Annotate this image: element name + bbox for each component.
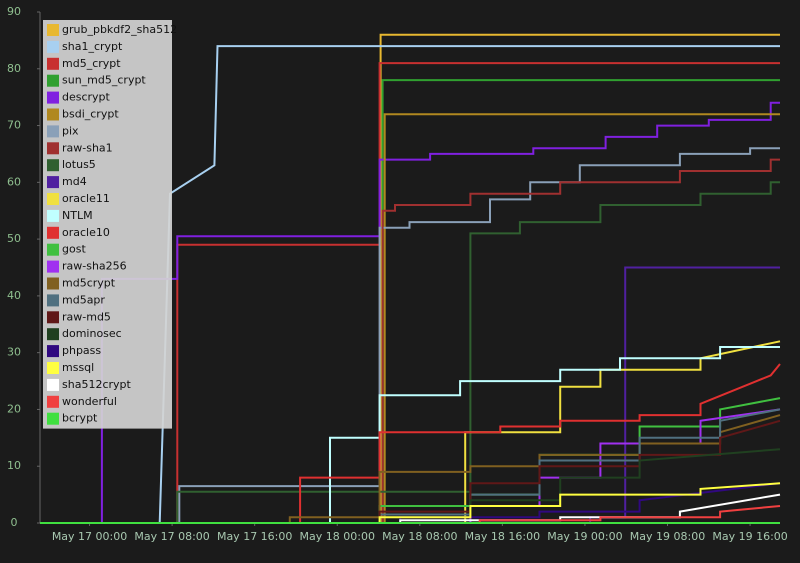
x-tick-label: May 17 16:00 (217, 530, 292, 543)
legend-label: mssql (62, 361, 94, 374)
legend-label: sha1_crypt (62, 40, 123, 53)
legend-swatch (47, 209, 59, 222)
y-tick-label: 50 (7, 232, 21, 245)
legend-swatch (47, 277, 59, 290)
legend-label: wonderful (62, 395, 117, 408)
legend-swatch (47, 24, 59, 36)
legend-swatch (47, 345, 59, 358)
legend-swatch (47, 159, 59, 172)
legend-label: bcrypt (62, 412, 98, 425)
series-line (40, 346, 780, 524)
x-tick-label: May 18 08:00 (382, 530, 457, 543)
legend-label: md5crypt (62, 277, 116, 290)
legend-label: raw-md5 (62, 310, 111, 323)
y-tick-label: 30 (7, 346, 21, 359)
legend-label: md5_crypt (62, 57, 121, 70)
legend-label: grub_pbkdf2_sha512 (62, 23, 177, 36)
legend-label: raw-sha256 (62, 260, 127, 273)
legend-swatch (47, 395, 59, 408)
y-tick-label: 90 (7, 5, 21, 18)
series-line (40, 482, 781, 524)
x-tick-label: May 19 16:00 (712, 530, 787, 543)
legend-label: oracle11 (62, 192, 110, 205)
x-tick-label: May 18 16:00 (465, 530, 540, 543)
x-tick-label: May 19 08:00 (630, 530, 705, 543)
y-tick-label: 10 (7, 459, 21, 472)
y-tick-label: 80 (7, 62, 21, 75)
legend-box (43, 20, 172, 429)
legend-label: raw-sha1 (62, 141, 113, 154)
y-tick-label: 0 (11, 516, 18, 529)
legend-swatch (47, 91, 59, 104)
legend-label: pix (62, 124, 79, 137)
legend-swatch (47, 226, 59, 239)
legend-swatch (47, 294, 59, 307)
legend-swatch (47, 311, 59, 324)
legend-swatch (47, 243, 59, 256)
legend-label: md5apr (62, 293, 105, 306)
series-line (40, 363, 781, 524)
legend-label: sun_md5_crypt (62, 74, 146, 87)
y-tick-label: 60 (7, 175, 21, 188)
y-tick-label: 40 (7, 289, 21, 302)
legend-swatch (47, 108, 59, 121)
legend-swatch (47, 176, 59, 189)
series-line (40, 147, 780, 524)
legend-label: dominosec (62, 327, 122, 340)
legend-label: lotus5 (62, 158, 96, 171)
series-line (40, 419, 781, 524)
legend-label: descrypt (62, 91, 111, 104)
legend-label: sha512crypt (62, 378, 132, 391)
legend-swatch (47, 362, 59, 374)
legend-label: gost (62, 243, 86, 256)
legend-swatch (47, 260, 59, 273)
legend-swatch (47, 74, 59, 87)
legend-label: md4 (62, 175, 87, 188)
series-line (40, 340, 781, 524)
legend-label: oracle10 (62, 226, 110, 239)
y-tick-label: 70 (7, 119, 21, 132)
series-line (40, 181, 780, 524)
legend-swatch (47, 40, 59, 53)
series-line (40, 414, 781, 524)
x-tick-label: May 17 00:00 (52, 530, 127, 543)
x-tick-label: May 18 00:00 (300, 530, 375, 543)
legend-swatch (47, 142, 59, 155)
legend-swatch (47, 193, 59, 205)
series-line (40, 101, 780, 524)
legend-swatch (47, 412, 59, 425)
legend-label: bsdi_crypt (62, 108, 119, 121)
x-tick-label: May 17 08:00 (134, 530, 209, 543)
legend-swatch (47, 378, 59, 391)
series-line (40, 158, 780, 524)
legend-swatch (47, 328, 59, 341)
y-tick-label: 20 (7, 402, 21, 415)
x-tick-label: May 19 00:00 (547, 530, 622, 543)
legend-label: NTLM (62, 209, 93, 222)
legend-swatch (47, 57, 59, 70)
legend-label: phpass (62, 344, 101, 357)
legend-swatch (47, 125, 59, 138)
